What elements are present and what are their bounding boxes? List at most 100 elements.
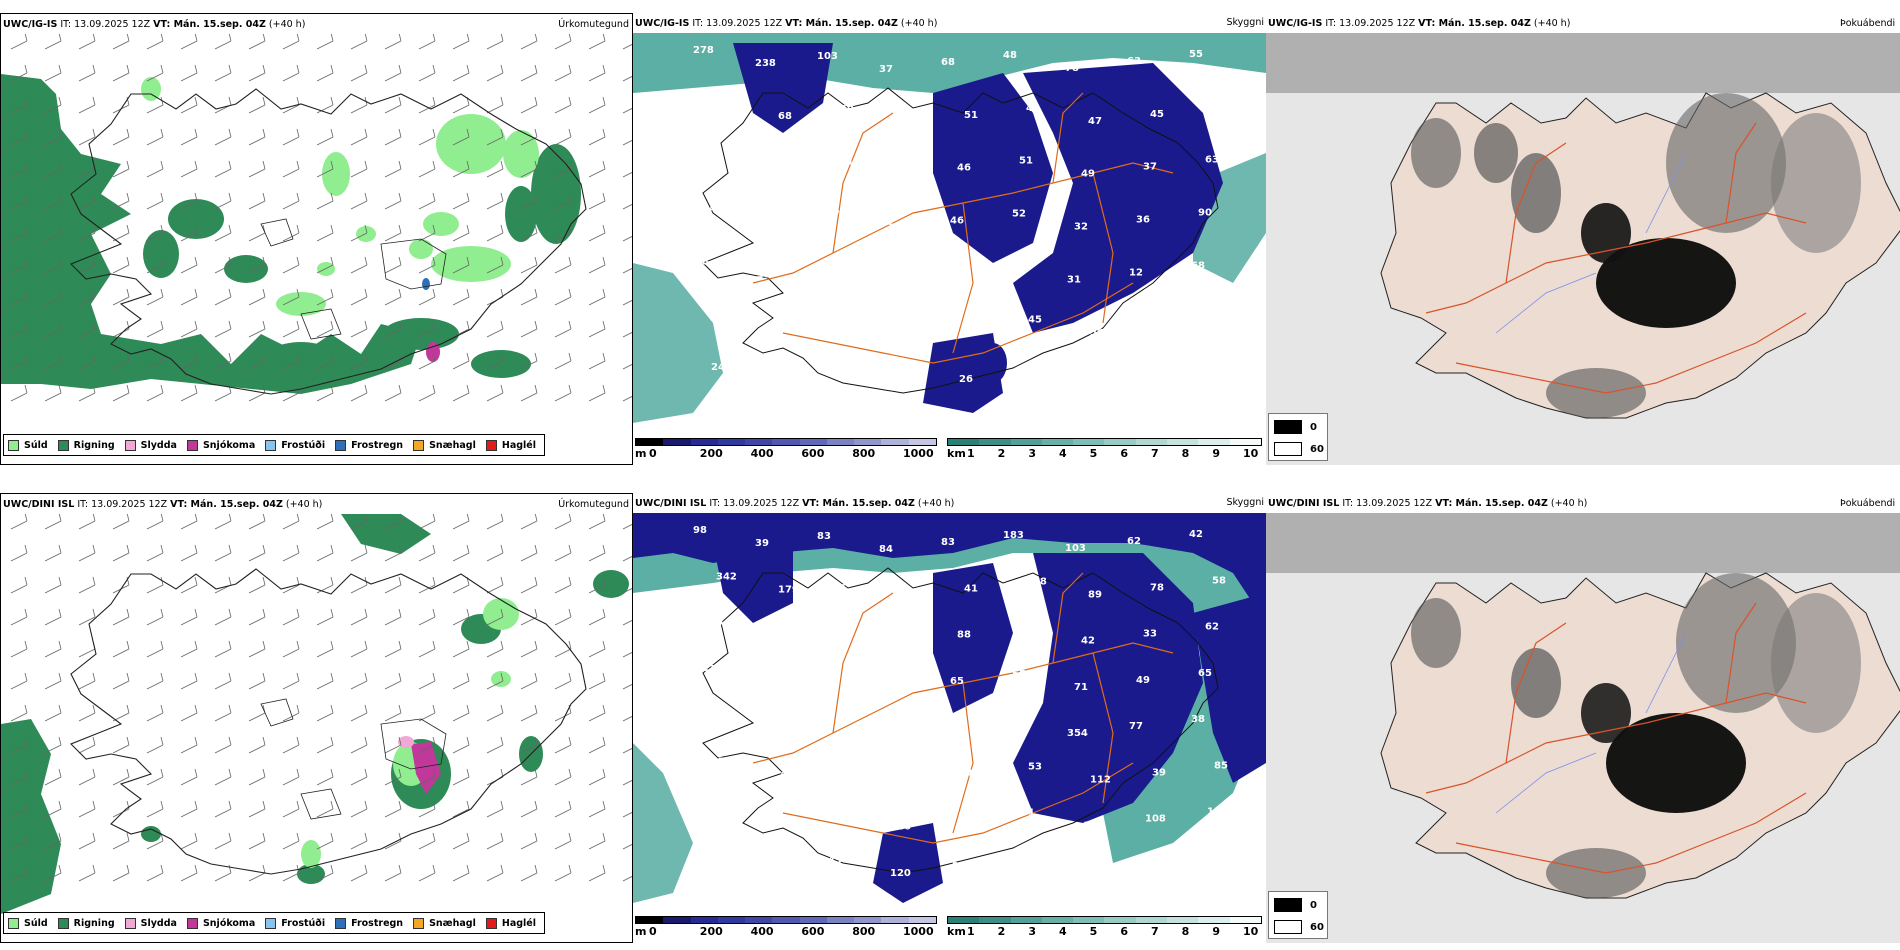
- wind-barb: [350, 576, 368, 594]
- wind-barb: [554, 34, 572, 50]
- wind-barb: [384, 384, 402, 402]
- wind-barb: [622, 748, 632, 754]
- wind-barb: [486, 800, 504, 818]
- glaciers: [260, 698, 447, 820]
- wind-barb: [78, 704, 96, 722]
- wind-barb: [316, 256, 334, 274]
- visibility-colorbar: km 1 2 3 4 5 6 7 8 9 10: [943, 436, 1266, 462]
- wind-barb: [44, 64, 62, 82]
- colorbar-tick-label: 8: [1181, 925, 1190, 938]
- wind-barb: [350, 608, 368, 626]
- cloud-height-label: 42: [780, 322, 794, 333]
- wind-barb: [214, 64, 232, 82]
- wind-barb: [350, 514, 368, 530]
- wind-barb: [214, 608, 232, 626]
- wind-barb: [452, 672, 470, 690]
- cloud-height-label: 103: [1065, 543, 1086, 554]
- legend-swatch: [265, 917, 277, 929]
- wind-barb: [452, 128, 470, 146]
- wind-barb: [10, 160, 28, 178]
- wind-barb: [78, 320, 96, 338]
- wind-barb: [44, 320, 62, 338]
- cloud-height-label: 48: [695, 256, 709, 267]
- wind-barb: [350, 736, 368, 754]
- wind-barb: [520, 34, 538, 50]
- wind-barb: [554, 800, 572, 818]
- cloud-height-label: 65: [1005, 261, 1019, 272]
- wind-barb: [350, 832, 368, 850]
- wind-barb: [78, 352, 96, 370]
- wind-barb: [282, 288, 300, 306]
- wind-barb: [214, 736, 232, 754]
- wind-barb: [622, 140, 632, 146]
- legend-item: Slydda: [124, 439, 177, 451]
- wind-barb: [146, 160, 164, 178]
- wind-barb: [622, 76, 632, 82]
- cloud-height-label: 39: [895, 637, 909, 648]
- colorbar-tick-label: 6: [1120, 447, 1128, 460]
- wind-barb: [112, 288, 130, 306]
- wind-barb: [452, 768, 470, 786]
- legend-swatch: [8, 917, 19, 929]
- wind-barb: [418, 608, 436, 626]
- wind-barb: [418, 256, 436, 274]
- wind-barb: [554, 640, 572, 658]
- wind-barb: [248, 800, 266, 818]
- wind-barb: [486, 64, 504, 82]
- cloud-height-label: 59: [709, 618, 723, 629]
- legend-item: Haglél: [485, 917, 536, 929]
- wind-barb: [248, 128, 266, 146]
- cloud-height-label: 55: [1012, 669, 1026, 680]
- precip-map: [1, 34, 632, 402]
- cloud-height-label: 118: [1026, 576, 1047, 587]
- wind-barb: [78, 864, 96, 882]
- wind-barb: [180, 608, 198, 626]
- cloud-height-label: 43: [766, 862, 780, 873]
- wind-barb: [282, 608, 300, 626]
- colorbar-tick-label: 4: [1059, 925, 1067, 938]
- fog-map: [1266, 33, 1900, 465]
- legend-label: Slydda: [140, 917, 177, 929]
- cloud-height-label: 71: [1083, 380, 1097, 391]
- wind-barb: [78, 514, 96, 530]
- cloud-height-label: 89: [718, 309, 732, 320]
- cloud-height-label: 49: [1214, 313, 1228, 324]
- cloud-height-label: 30: [904, 328, 918, 339]
- cloud-height-label: 179: [778, 584, 799, 595]
- wind-barb: [588, 736, 606, 754]
- wind-barb: [384, 608, 402, 626]
- cloud-height-label: 50: [711, 803, 725, 814]
- cloud-height-label: 43: [1212, 102, 1226, 113]
- legend-label: Rigning: [73, 439, 115, 451]
- wind-barb: [588, 288, 606, 306]
- cloud-height-label: 64: [702, 204, 716, 215]
- legend-item: Haglél: [485, 439, 536, 451]
- legend-swatch: [124, 917, 136, 929]
- wind-barb: [248, 96, 266, 114]
- wind-barb: [10, 288, 28, 306]
- wind-barb: [10, 576, 28, 594]
- wind-barb: [520, 384, 538, 402]
- cloud-height-label: 56: [833, 624, 847, 635]
- wind-barb: [554, 864, 572, 882]
- wind-barbs: [10, 34, 632, 402]
- wind-barb: [248, 34, 266, 50]
- wind-barb: [44, 96, 62, 114]
- legend-swatch: [485, 917, 497, 929]
- cloud-height-label: 73: [771, 164, 785, 175]
- wind-barb: [248, 576, 266, 594]
- wind-barb: [350, 96, 368, 114]
- wind-barb: [10, 64, 28, 82]
- wind-barb: [452, 800, 470, 818]
- wind-barb: [112, 160, 130, 178]
- wind-barb: [180, 128, 198, 146]
- wind-barb: [282, 864, 300, 882]
- wind-barb: [418, 34, 436, 50]
- wind-barb: [180, 832, 198, 850]
- wind-barb: [316, 544, 334, 562]
- cloud-height-label: 84: [879, 544, 893, 555]
- wind-barb: [316, 160, 334, 178]
- wind-barb: [78, 576, 96, 594]
- wind-barb: [520, 320, 538, 338]
- wind-barb: [418, 96, 436, 114]
